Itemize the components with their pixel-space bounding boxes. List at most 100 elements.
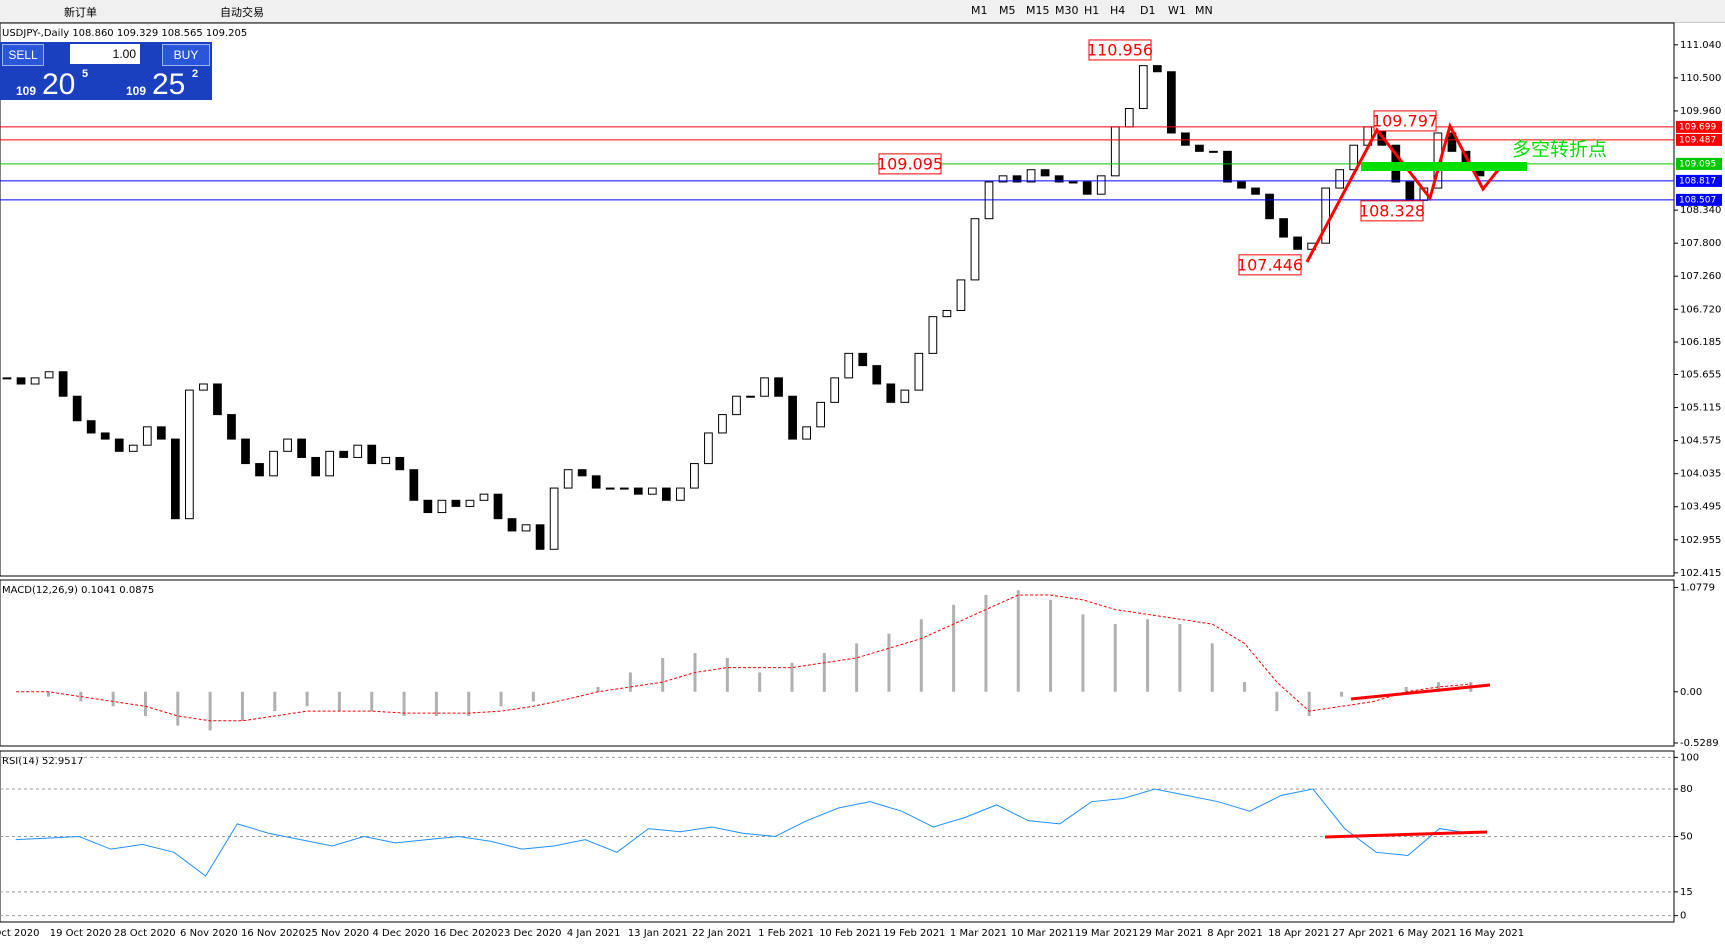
level-label: 108.817 bbox=[1679, 176, 1716, 186]
candle-body bbox=[1237, 181, 1246, 189]
annotation-label: 110.956 bbox=[1087, 40, 1153, 59]
y-tick-label: 106.720 bbox=[1680, 304, 1721, 315]
candle-body bbox=[465, 499, 475, 507]
sell-button[interactable]: SELL bbox=[2, 44, 44, 66]
candle-body bbox=[732, 395, 741, 416]
annotation-label: 109.095 bbox=[877, 154, 943, 173]
timeframe-button[interactable]: M15 bbox=[1026, 4, 1050, 17]
candle-body bbox=[451, 499, 461, 507]
auto-trading-button[interactable]: 自动交易 bbox=[220, 6, 264, 19]
candle-body bbox=[1321, 187, 1331, 244]
candle-body bbox=[872, 365, 882, 385]
timeframe-button[interactable]: H1 bbox=[1084, 4, 1100, 17]
x-tick-label: 19 Feb 2021 bbox=[883, 928, 945, 939]
timeframe-button[interactable]: M30 bbox=[1055, 4, 1079, 17]
bid-small: 5 bbox=[82, 68, 89, 80]
candle-body bbox=[956, 279, 966, 312]
candle-body bbox=[100, 432, 110, 440]
y-tick-label: 0 bbox=[1680, 911, 1686, 922]
candle-body bbox=[44, 371, 54, 379]
candle-body bbox=[395, 456, 405, 471]
candle-body bbox=[16, 377, 26, 385]
x-tick-label: 8 Apr 2021 bbox=[1207, 928, 1262, 939]
y-tick-label: 103.495 bbox=[1680, 502, 1721, 513]
candle-body bbox=[549, 487, 559, 550]
x-tick-label: 6 May 2021 bbox=[1398, 928, 1457, 939]
x-tick-label: 18 Apr 2021 bbox=[1268, 928, 1330, 939]
candle-body bbox=[185, 389, 194, 520]
candle-body bbox=[928, 316, 938, 354]
price-frame bbox=[0, 22, 1675, 577]
candle-body bbox=[1181, 132, 1190, 146]
buy-button[interactable]: BUY bbox=[162, 44, 210, 66]
timeframe-button[interactable]: MN bbox=[1195, 4, 1213, 17]
candle-body bbox=[381, 456, 391, 465]
candle-body bbox=[704, 432, 713, 465]
y-tick-label: 80 bbox=[1680, 784, 1693, 795]
timeframe-button[interactable]: M1 bbox=[971, 4, 988, 17]
level-label: 109.699 bbox=[1679, 122, 1716, 132]
y-tick-label: 111.040 bbox=[1680, 40, 1721, 51]
candle-body bbox=[30, 377, 40, 385]
candle-body bbox=[142, 426, 152, 446]
x-tick-label: 13 Jan 2021 bbox=[628, 928, 688, 939]
candle-body bbox=[788, 395, 797, 440]
level-label: 108.507 bbox=[1679, 195, 1716, 205]
y-tick-label: 105.115 bbox=[1680, 403, 1721, 414]
timeframe-button[interactable]: D1 bbox=[1140, 4, 1156, 17]
candle-body bbox=[970, 218, 980, 281]
annotation-label: 109.797 bbox=[1372, 111, 1438, 130]
x-tick-label: 1 Feb 2021 bbox=[758, 928, 814, 939]
candle-body bbox=[72, 395, 82, 422]
y-tick-label: 104.035 bbox=[1680, 469, 1721, 480]
timeframe-button[interactable]: M5 bbox=[999, 4, 1016, 17]
candle-body bbox=[521, 524, 531, 532]
x-tick-label: 10 Feb 2021 bbox=[819, 928, 881, 939]
candle-body bbox=[1335, 169, 1345, 189]
candle-body bbox=[86, 420, 96, 434]
macd-frame bbox=[0, 579, 1675, 747]
candle-body bbox=[255, 463, 264, 477]
candle-body bbox=[1405, 181, 1415, 201]
annotation-box bbox=[878, 153, 942, 175]
candle-body bbox=[423, 499, 433, 514]
annotation-label: 108.328 bbox=[1359, 201, 1425, 220]
timeframe-button[interactable]: H4 bbox=[1110, 4, 1126, 17]
bid-main: 20 bbox=[42, 68, 76, 101]
candle-body bbox=[1082, 181, 1092, 195]
new-order-button[interactable]: 新订单 bbox=[64, 6, 97, 19]
candle-body bbox=[1447, 132, 1457, 152]
candle-body bbox=[914, 352, 924, 391]
candle-body bbox=[998, 175, 1008, 183]
candle-body bbox=[1110, 126, 1120, 177]
candle-body bbox=[1096, 175, 1106, 195]
y-tick-label: 105.655 bbox=[1680, 369, 1721, 380]
lot-input[interactable]: 1.00 bbox=[70, 44, 140, 64]
timeframe-button[interactable]: W1 bbox=[1168, 4, 1186, 17]
x-tick-label: 16 Nov 2020 bbox=[241, 928, 305, 939]
annotation-label: 107.446 bbox=[1237, 255, 1303, 274]
rsi-line bbox=[15, 788, 1472, 877]
y-tick-label: 104.575 bbox=[1680, 436, 1721, 447]
level-tag bbox=[1676, 133, 1722, 146]
turning-note: 多空转折点 bbox=[1512, 139, 1607, 161]
candle-body bbox=[1040, 169, 1050, 177]
candle-body bbox=[942, 310, 952, 318]
candle-body bbox=[816, 401, 826, 428]
candle-body bbox=[900, 389, 910, 403]
y-tick-label: 0.00 bbox=[1680, 687, 1702, 698]
level-tag bbox=[1676, 174, 1722, 187]
candle-body bbox=[2, 377, 12, 380]
candle-body bbox=[325, 450, 335, 477]
level-label: 109.095 bbox=[1679, 159, 1716, 169]
x-tick-label: 6 Nov 2020 bbox=[180, 928, 238, 939]
x-tick-label: 4 Dec 2020 bbox=[373, 928, 431, 939]
candle-body bbox=[844, 352, 854, 379]
indicator-title: MACD(12,26,9) 0.1041 0.0875 bbox=[2, 585, 154, 596]
candle-body bbox=[339, 450, 349, 458]
annotation-box bbox=[1238, 254, 1302, 276]
y-tick-label: 102.955 bbox=[1680, 535, 1721, 546]
candle-body bbox=[1054, 175, 1064, 183]
